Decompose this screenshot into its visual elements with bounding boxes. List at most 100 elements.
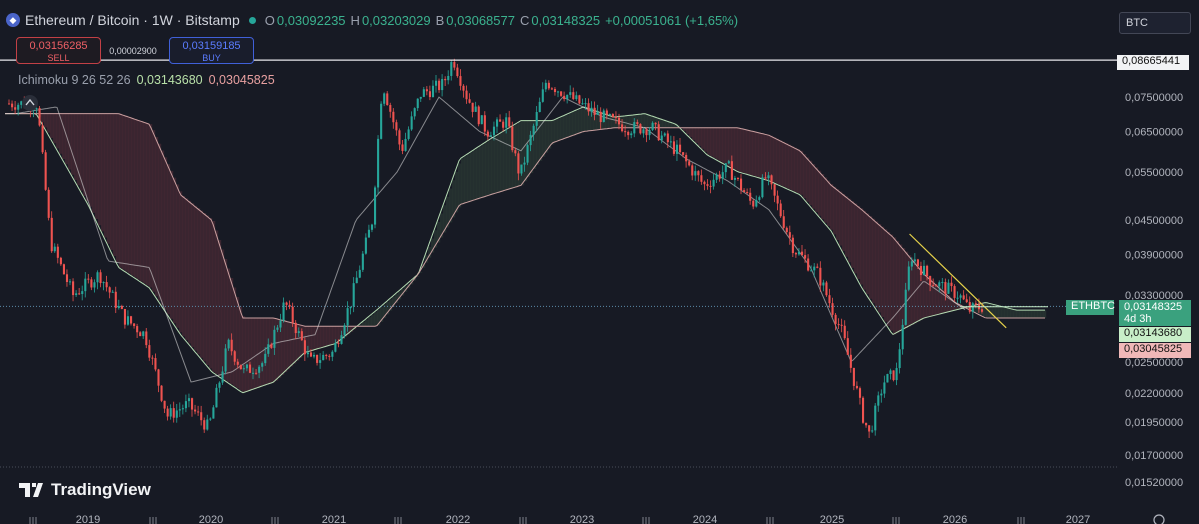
candle-body — [974, 303, 977, 305]
candle-body — [267, 344, 270, 354]
candle-body — [703, 181, 706, 185]
candle-body — [334, 342, 337, 352]
currency-selector[interactable]: BTC — [1119, 12, 1191, 34]
candle-body — [523, 162, 526, 165]
ichimoku-cloud-segment — [305, 326, 309, 353]
candle-body — [81, 291, 84, 295]
ichimoku-cloud-segment — [776, 138, 780, 184]
ichimoku-cloud-segment — [161, 150, 165, 306]
candle-body — [78, 293, 81, 295]
high-value: 0,03203029 — [361, 12, 431, 28]
candle-body — [489, 135, 492, 137]
candle-body — [682, 152, 685, 155]
candle-body — [547, 82, 550, 89]
x-axis-tick-label: 2023 — [570, 514, 594, 524]
candle-body — [910, 261, 913, 267]
candle-body — [679, 144, 682, 153]
candle-body — [645, 129, 648, 136]
ichimoku-cloud-segment — [107, 113, 111, 244]
candle-body — [486, 131, 489, 137]
candle-body — [560, 91, 563, 96]
ichimoku-cloud-segment — [743, 129, 747, 174]
candle-body — [130, 316, 133, 324]
ichimoku-cloud-segment — [275, 318, 279, 381]
x-axis-tick-label: 2024 — [693, 514, 717, 524]
candle-body — [935, 285, 938, 287]
candle-body — [75, 293, 78, 296]
ichimoku-cloud-segment — [233, 287, 237, 387]
candle-body — [740, 178, 743, 191]
ichimoku-cloud-segment — [1013, 309, 1017, 319]
ichimoku-cloud-segment — [263, 318, 267, 386]
x-axis-tick-label: 2025 — [820, 514, 844, 524]
open-value: 0,03092235 — [276, 12, 346, 28]
candle-body — [947, 282, 950, 294]
ichimoku-cloud-segment — [635, 114, 639, 128]
candle-body — [288, 304, 291, 307]
candle-body — [395, 122, 398, 131]
y-axis-tick-label: 0,05500000 — [1125, 167, 1183, 179]
candle-body — [236, 361, 239, 365]
buy-button[interactable]: 0,03159185 BUY — [169, 37, 254, 64]
candle-body — [319, 360, 322, 363]
symbol-title[interactable]: Ethereum / Bitcoin · 1W · Bitstamp — [25, 12, 240, 28]
candle-body — [822, 282, 825, 286]
ichimoku-cloud-segment — [245, 318, 249, 392]
y-axis-tick-label: 0,04500000 — [1125, 215, 1183, 227]
x-axis-tick-label: 2021 — [322, 514, 346, 524]
sell-button[interactable]: 0,03156285 SELL — [16, 37, 101, 64]
ichimoku-cloud-segment — [875, 221, 879, 308]
ichimoku-cloud-segment — [854, 203, 858, 274]
candle-body — [593, 107, 596, 115]
candle-body — [50, 217, 53, 252]
ichimoku-cloud-segment — [1040, 310, 1044, 319]
candle-body — [239, 364, 242, 370]
candle-body — [578, 95, 581, 104]
candle-body — [776, 195, 779, 204]
candle-body — [630, 133, 633, 136]
candle-body — [688, 161, 691, 166]
tradingview-logo: TradingView — [19, 480, 151, 500]
candle-body — [669, 141, 672, 143]
candle-body — [483, 115, 486, 132]
ichimoku-cloud-segment — [806, 157, 810, 202]
y-axis-tick-label: 0,06500000 — [1125, 127, 1183, 139]
candle-body — [642, 129, 645, 134]
candle-body — [331, 351, 334, 357]
ichimoku-cloud-segment — [467, 154, 471, 203]
indicator-name: Ichimoku 9 26 52 26 — [18, 73, 131, 87]
current-price-label: 0,03148325 4d 3h — [1119, 300, 1191, 326]
ichimoku-cloud-segment — [533, 120, 537, 170]
ichimoku-cloud-segment — [707, 127, 711, 155]
ichimoku-cloud-segment — [545, 120, 549, 153]
candle-body — [926, 265, 929, 277]
candle-body — [727, 161, 730, 164]
ichimoku-cloud-segment — [71, 113, 75, 175]
trade-panel: 0,03156285 SELL 0,00002900 0,03159185 BU… — [16, 37, 254, 64]
candle-body — [444, 79, 447, 81]
ichimoku-cloud-segment — [632, 115, 636, 128]
ichimoku-cloud-segment — [386, 301, 390, 315]
ichimoku-cloud-segment — [389, 299, 393, 311]
indicator-legend[interactable]: Ichimoku 9 26 52 26 0,03143680 0,03045825 — [18, 73, 275, 87]
ichimoku-cloud-segment — [689, 127, 693, 138]
ichimoku-cloud-segment — [326, 326, 330, 347]
ichimoku-cloud-segment — [1037, 310, 1041, 319]
y-axis-tick-label: 0,01700000 — [1125, 450, 1183, 462]
candle-body — [252, 372, 255, 374]
ichimoku-cloud-segment — [428, 246, 432, 258]
ichimoku-cloud-segment — [848, 198, 852, 263]
candle-body — [883, 382, 886, 394]
ichimoku-cloud-segment — [698, 127, 702, 146]
ichimoku-cloud-segment — [857, 205, 861, 279]
ichimoku-cloud-segment — [965, 307, 969, 309]
candle-body — [590, 107, 593, 112]
ichimoku-cloud-segment — [425, 255, 429, 263]
candle-body — [358, 269, 361, 278]
ichimoku-cloud-segment — [398, 291, 402, 300]
ichimoku-cloud-segment — [155, 136, 159, 297]
ichimoku-cloud-segment — [122, 114, 126, 270]
candle-body — [840, 324, 843, 326]
candle-body — [706, 184, 709, 186]
